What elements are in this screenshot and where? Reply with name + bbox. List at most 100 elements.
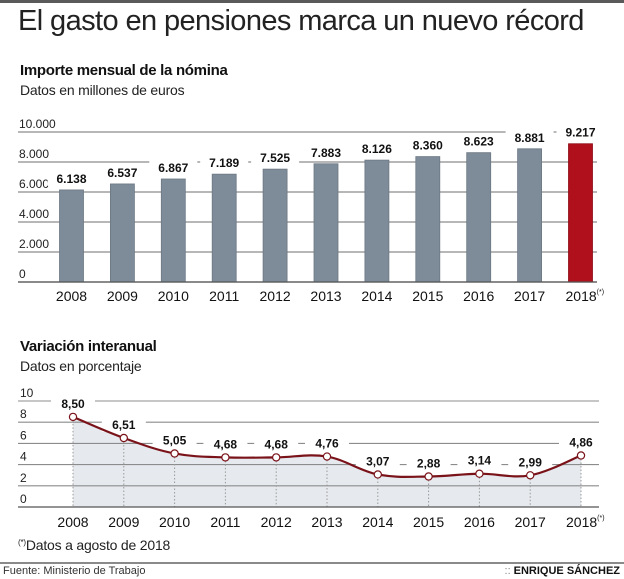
line-y-tick-label: 8: [20, 407, 27, 421]
line-value-label: 2,99: [519, 455, 543, 469]
bar-label-bg: [505, 129, 554, 145]
data-point-marker: [526, 471, 535, 480]
bar: [568, 143, 593, 283]
bar-label-bg: [302, 144, 350, 160]
bar: [59, 189, 84, 283]
line-label-bg: [508, 454, 553, 470]
line-value-label: 5,05: [163, 433, 187, 447]
line-chart: 0 2 4 6 8 10 8,50 6,51 5,05 4,68 4,68 4,76 3,07 2,88 3…: [18, 386, 605, 530]
bar-x-tick-label: 2008: [56, 288, 87, 304]
line-x-tick-label: 2012: [261, 514, 292, 530]
data-point-marker: [221, 453, 230, 462]
bar-y-tick-label: 2.000: [19, 237, 49, 251]
bar-label-bg: [403, 137, 452, 153]
data-point-marker: [322, 452, 332, 461]
bar-x-tick-label: 2015: [412, 288, 443, 304]
line-label-bg: [152, 432, 197, 448]
bar-x-tick-label: 2016: [463, 288, 494, 304]
bar-value-label: 8.623: [464, 135, 494, 149]
footnote-text: Datos a agosto de 2018: [25, 537, 171, 553]
line-label-bg: [51, 395, 95, 411]
data-point-marker: [475, 469, 484, 478]
data-point-marker: [576, 451, 586, 460]
line-x-tick-label: 2016: [464, 514, 495, 530]
bar-y-tick-label: 4.000: [19, 207, 49, 221]
bar-x-tick-label: 2018(*): [566, 288, 605, 304]
bar-label-bg: [556, 124, 605, 140]
bar-value-label: 6.138: [56, 172, 86, 186]
bar: [466, 152, 492, 283]
footer-divider: [0, 562, 624, 564]
bar-x-tick-label: 2009: [107, 288, 138, 304]
line-x-tick-label: 2011: [210, 514, 240, 530]
line-value-label: 2,88: [417, 456, 441, 470]
footnote-marker: (*): [18, 538, 26, 547]
bar-y-tick-label: 6.000: [19, 177, 49, 191]
line-chart-title: Variación interanual: [20, 338, 157, 355]
page-title: El gasto en pensiones marca un nuevo réc…: [18, 5, 584, 37]
bar-chart-title: Importe mensual de la nómina: [20, 62, 228, 79]
line-x-tick-label: 2017: [515, 514, 546, 530]
data-point-marker: [68, 412, 78, 422]
credit-separator: ::: [504, 565, 511, 577]
line-value-label: 4,68: [265, 437, 289, 451]
line-value-label: 8,50: [61, 397, 85, 411]
bar-label-bg: [454, 133, 503, 149]
line-x-tick-label: 2013: [311, 514, 342, 530]
line-x-tick-label: 2015: [413, 514, 444, 530]
bar-label-bg: [251, 150, 300, 166]
bar: [110, 183, 135, 283]
bar: [211, 173, 237, 283]
line-value-label: 3,07: [366, 454, 390, 468]
line-value-label: 6,51: [112, 418, 136, 432]
line-y-tick-label: 4: [20, 450, 27, 464]
bar-label-bg: [200, 155, 249, 171]
line-x-tick-footnote-marker: (*): [597, 515, 604, 522]
credit: :: ENRIQUE SÁNCHEZ: [505, 565, 620, 577]
bar-x-tick-label: 2012: [260, 288, 291, 304]
area-fill: [73, 416, 581, 507]
line-label-bg: [101, 416, 146, 432]
bar-label-bg: [352, 141, 401, 157]
bar: [262, 168, 288, 283]
bar-chart: 0 2.000 4.000 6.000 8.000 10.000 6.138 2008 6.53…: [18, 117, 605, 304]
bar-x-tick-label: 2011: [209, 288, 239, 304]
line-value-label: 4,68: [214, 437, 238, 451]
bar: [364, 159, 390, 283]
data-point-marker: [272, 453, 281, 462]
bar-y-tick-label: 8.000: [19, 147, 49, 161]
bar-chart-subtitle: Datos en millones de euros: [20, 82, 185, 98]
line-x-tick-label: 2009: [108, 514, 139, 530]
line-x-tick-label: 2008: [57, 514, 88, 530]
bar-x-tick-footnote-marker: (*): [597, 289, 604, 296]
line-x-tick-label: 2014: [362, 514, 393, 530]
bar-value-label: 7.525: [260, 151, 290, 165]
bar-label-bg: [47, 170, 96, 186]
line-label-bg: [457, 452, 502, 468]
bar-value-label: 7.189: [209, 156, 239, 170]
bar: [160, 178, 186, 283]
line-x-tick-label: 2010: [159, 514, 190, 530]
credit-author: ENRIQUE SÁNCHEZ: [513, 565, 620, 577]
line-y-tick-label: 6: [20, 428, 27, 442]
line-value-label: 4,76: [315, 437, 339, 451]
bar-value-label: 7.883: [311, 146, 341, 160]
line-label-bg: [559, 434, 603, 450]
data-point-marker: [373, 470, 382, 479]
bar-label-bg: [149, 159, 198, 175]
bar-x-tick-label: 2014: [361, 288, 392, 304]
line-value-label: 4,86: [569, 435, 593, 449]
line-y-tick-label: 0: [20, 492, 27, 506]
bar-value-label: 9.217: [565, 126, 595, 140]
bar-x-tick-label: 2010: [158, 288, 189, 304]
bar: [313, 163, 339, 283]
bar-value-label: 6.537: [107, 166, 137, 180]
footnote: (*)Datos a agosto de 2018: [18, 537, 170, 553]
data-point-marker: [119, 433, 129, 443]
line-y-tick-label: 10: [20, 386, 34, 400]
line-y-tick-label: 2: [20, 471, 27, 485]
top-border: [0, 0, 624, 3]
bar-value-label: 8.360: [413, 139, 443, 153]
data-point-marker: [170, 449, 179, 458]
bar-value-label: 8.126: [362, 142, 392, 156]
